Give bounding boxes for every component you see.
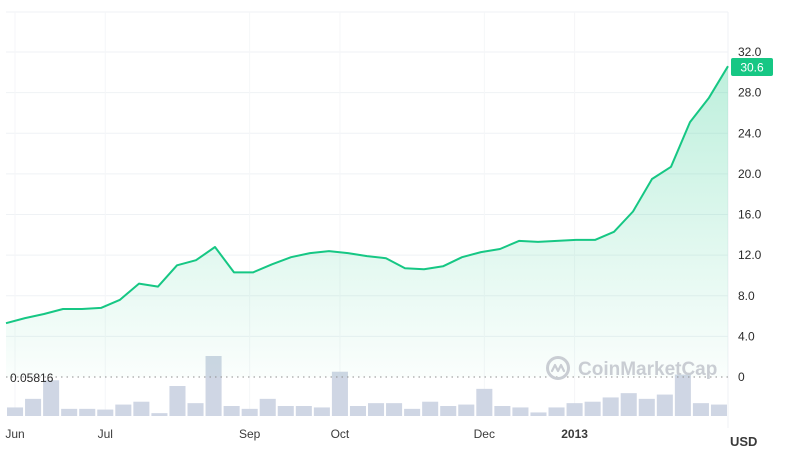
price-area-fill xyxy=(6,66,728,377)
volume-bar xyxy=(638,398,655,416)
volume-bar xyxy=(223,406,240,416)
volume-bar xyxy=(151,413,168,416)
volume-bar xyxy=(530,412,547,416)
x-tick-label: Sep xyxy=(239,427,261,441)
x-tick-label: Jun xyxy=(5,427,24,441)
volume-bar xyxy=(674,374,691,416)
y-tick-label: 0 xyxy=(738,370,745,384)
volume-bar xyxy=(440,406,457,416)
volume-bar xyxy=(259,398,276,416)
y-tick-label: 28.0 xyxy=(738,86,762,100)
volume-reference-label: 0.05816 xyxy=(10,371,54,385)
volume-bar xyxy=(133,401,150,416)
y-tick-label: 4.0 xyxy=(738,329,755,343)
current-price-tag: 30.6 xyxy=(731,58,773,76)
x-tick-label: Dec xyxy=(474,427,495,441)
currency-unit-label: USD xyxy=(730,434,757,449)
price-line xyxy=(5,65,729,325)
current-price-tag-bg xyxy=(731,58,773,76)
y-tick-label: 16.0 xyxy=(738,208,762,222)
volume-bar xyxy=(187,403,204,416)
volume-bars xyxy=(7,356,727,416)
volume-bar xyxy=(79,408,96,416)
x-tick-label: Jul xyxy=(98,427,113,441)
volume-bar xyxy=(25,398,42,416)
volume-bar xyxy=(43,380,60,416)
volume-bar xyxy=(169,386,186,416)
volume-bar xyxy=(692,403,709,416)
volume-bar xyxy=(295,406,312,416)
volume-bar xyxy=(584,401,601,416)
volume-bar xyxy=(548,407,565,416)
x-tick-label: Oct xyxy=(331,427,350,441)
volume-bar xyxy=(313,407,330,416)
volume-bar xyxy=(656,394,673,416)
volume-bar xyxy=(368,403,385,416)
volume-bar xyxy=(422,401,439,416)
y-axis: 32.0 28.0 24.0 20.0 16.0 12.0 8.0 4.0 0 xyxy=(738,45,762,384)
volume-bar xyxy=(349,406,366,416)
volume-bar xyxy=(115,404,132,416)
x-tick-label: 2013 xyxy=(561,427,588,441)
volume-bar xyxy=(602,397,619,416)
watermark-text: CoinMarketCap xyxy=(578,359,717,380)
volume-bar xyxy=(404,408,421,416)
volume-bar xyxy=(458,404,475,416)
volume-bar xyxy=(566,403,583,416)
y-tick-label: 8.0 xyxy=(738,289,755,303)
volume-bar xyxy=(61,408,78,416)
volume-bar xyxy=(494,406,511,416)
volume-bar xyxy=(386,403,403,416)
y-tick-label: 32.0 xyxy=(738,45,762,59)
volume-bar xyxy=(476,388,493,416)
volume-bar xyxy=(241,408,258,416)
current-price-tag-text: 30.6 xyxy=(740,61,764,75)
y-tick-label: 20.0 xyxy=(738,167,762,181)
coinmarketcap-logo-icon xyxy=(546,356,570,380)
x-axis: Jun Jul Sep Oct Dec 2013 xyxy=(5,427,588,441)
volume-bar xyxy=(97,409,114,416)
volume-bar xyxy=(512,407,529,416)
volume-bar xyxy=(710,404,727,416)
volume-bar xyxy=(277,406,294,416)
volume-bar xyxy=(620,393,637,416)
volume-bar xyxy=(7,407,24,416)
y-tick-label: 12.0 xyxy=(738,248,762,262)
watermark: CoinMarketCap xyxy=(546,356,717,380)
y-tick-label: 24.0 xyxy=(738,126,762,140)
volume-bar xyxy=(331,371,348,416)
